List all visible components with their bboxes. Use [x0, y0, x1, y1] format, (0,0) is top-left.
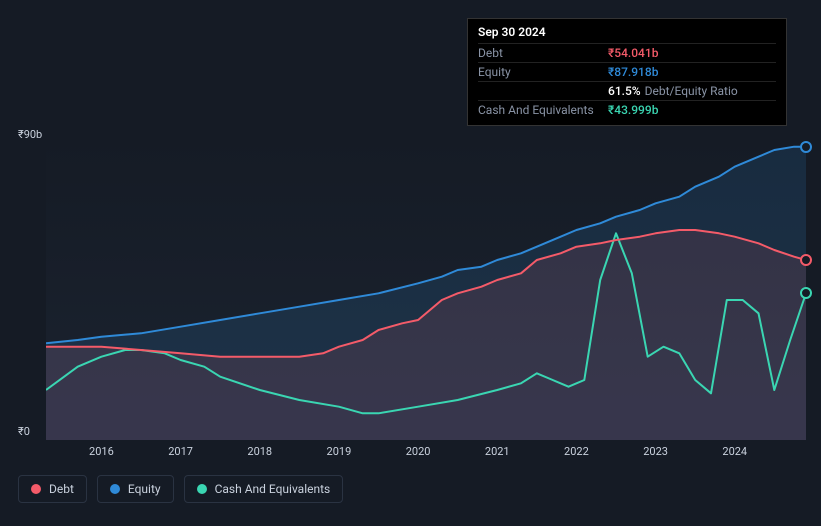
legend: Debt Equity Cash And Equivalents: [18, 475, 343, 503]
x-axis-label: 2021: [485, 445, 510, 458]
tooltip-row: 61.5% Debt/Equity Ratio: [478, 81, 776, 100]
x-axis-label: 2024: [722, 445, 747, 458]
series-end-marker: [800, 141, 812, 153]
tooltip-row-label: Equity: [478, 65, 608, 79]
legend-dot: [110, 484, 120, 494]
tooltip-date: Sep 30 2024: [478, 25, 776, 39]
legend-dot: [197, 484, 207, 494]
chart-svg: [46, 140, 806, 440]
legend-item-equity[interactable]: Equity: [97, 475, 174, 503]
legend-item-cash[interactable]: Cash And Equivalents: [184, 475, 344, 503]
series-end-marker: [800, 254, 812, 266]
chart-container: ₹90b ₹0 2016 2017 2018 2019 2020 2021 2022 2023…: [18, 125, 806, 515]
legend-label: Debt: [49, 482, 74, 496]
tooltip-row-suffix: Debt/Equity Ratio: [645, 84, 738, 98]
x-axis-label: 2020: [406, 445, 431, 458]
legend-label: Equity: [128, 482, 161, 496]
tooltip-row-label: Cash And Equivalents: [478, 103, 608, 117]
tooltip-row-label: Debt: [478, 46, 608, 60]
series-end-marker: [800, 287, 812, 299]
y-axis-label-top: ₹90b: [18, 128, 42, 141]
x-axis-labels: 2016 2017 2018 2019 2020 2021 2022 2023 2024: [46, 445, 806, 465]
x-axis-label: 2017: [168, 445, 193, 458]
x-axis-label: 2023: [643, 445, 668, 458]
legend-item-debt[interactable]: Debt: [18, 475, 87, 503]
tooltip-row: Equity₹87.918b: [478, 62, 776, 81]
tooltip-row-value: ₹54.041b: [608, 46, 658, 60]
tooltip-row: Debt₹54.041b: [478, 43, 776, 62]
tooltip-row-value: ₹87.918b: [608, 65, 658, 79]
tooltip-row-value: ₹43.999b: [608, 103, 658, 117]
x-axis-label: 2019: [327, 445, 352, 458]
legend-label: Cash And Equivalents: [215, 482, 331, 496]
plot-area[interactable]: [46, 140, 806, 440]
legend-dot: [31, 484, 41, 494]
x-axis-label: 2016: [89, 445, 114, 458]
chart-tooltip: Sep 30 2024 Debt₹54.041bEquity₹87.918b61…: [467, 18, 787, 126]
y-axis-label-bottom: ₹0: [18, 425, 30, 438]
tooltip-row-value: 61.5%: [608, 84, 641, 98]
tooltip-row-label: [478, 84, 608, 98]
x-axis-label: 2018: [247, 445, 272, 458]
tooltip-row: Cash And Equivalents₹43.999b: [478, 100, 776, 119]
x-axis-label: 2022: [564, 445, 589, 458]
